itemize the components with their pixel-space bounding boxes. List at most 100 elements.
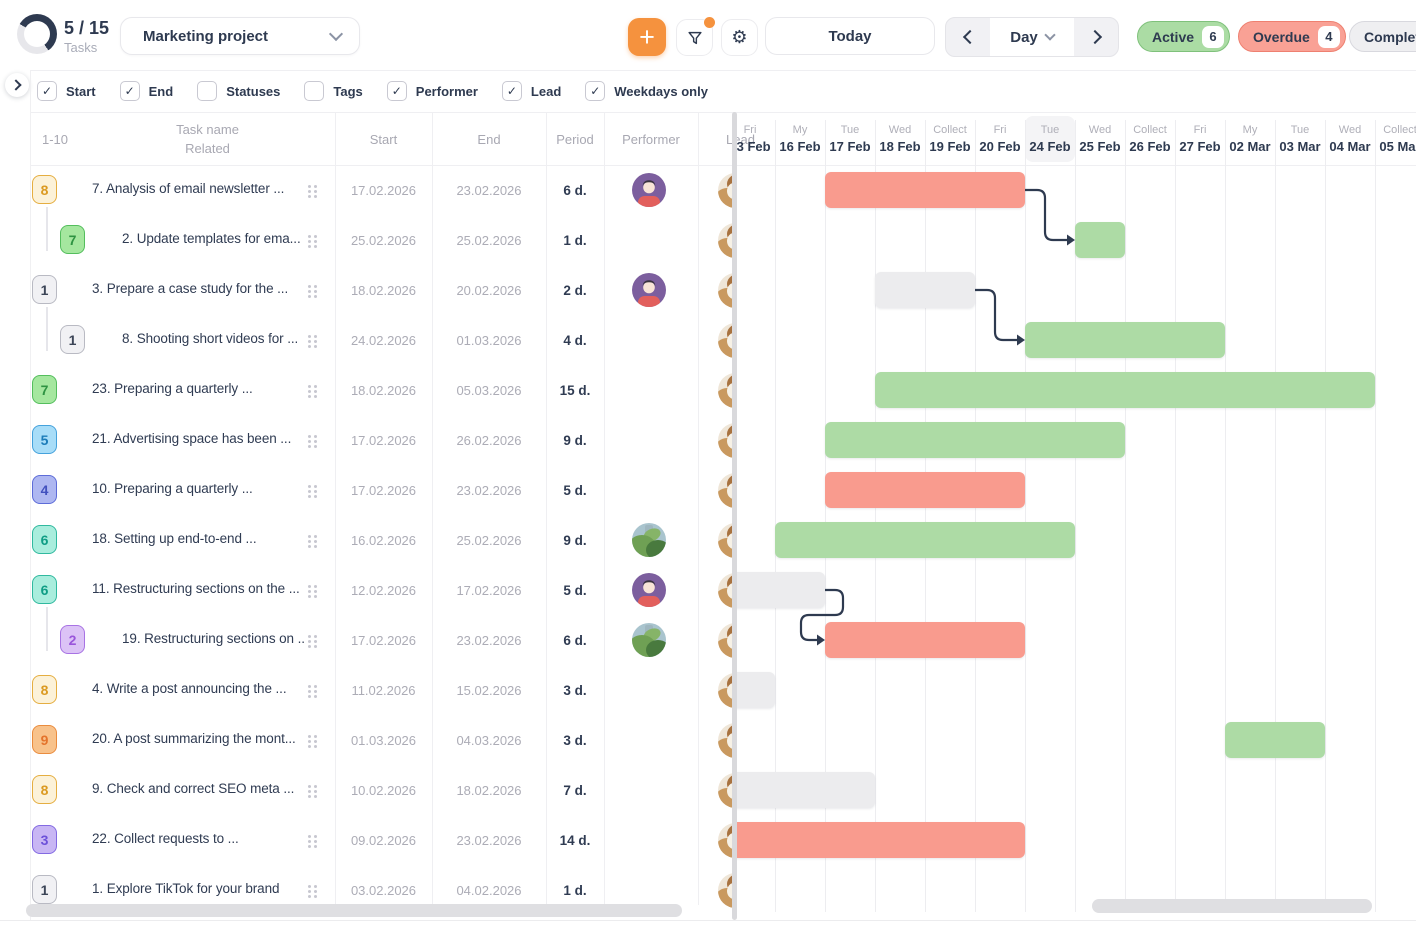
task-menu-button[interactable] bbox=[306, 783, 319, 800]
task-menu-button[interactable] bbox=[306, 533, 319, 550]
task-name[interactable]: 2. Update templates for ema... bbox=[122, 231, 301, 246]
checkbox-icon bbox=[304, 81, 325, 101]
task-name[interactable]: 20. A post summarizing the mont... bbox=[92, 731, 296, 746]
table-horizontal-scrollbar[interactable] bbox=[26, 904, 682, 917]
status-filter-completed[interactable]: Completed bbox=[1349, 21, 1416, 52]
collapse-panel-button[interactable] bbox=[5, 73, 29, 97]
task-start-date: 25.02.2026 bbox=[350, 233, 417, 248]
today-button[interactable]: Today bbox=[765, 17, 935, 55]
task-menu-button[interactable] bbox=[306, 683, 319, 700]
filter-button[interactable] bbox=[676, 17, 715, 56]
performer-avatar bbox=[632, 173, 667, 208]
task-name[interactable]: 23. Preparing a quarterly ... bbox=[92, 381, 253, 396]
task-name[interactable]: 8. Shooting short videos for ... bbox=[122, 331, 299, 346]
grid-line bbox=[875, 120, 876, 912]
gantt-bar[interactable] bbox=[1225, 722, 1325, 758]
date-label: 27 Feb bbox=[1179, 139, 1221, 154]
lead-avatar bbox=[718, 873, 732, 908]
option-weekdays-checkbox[interactable]: Weekdays only bbox=[585, 81, 708, 101]
gantt-column-header: Fri 13 Feb bbox=[737, 112, 775, 165]
task-menu-button[interactable] bbox=[306, 583, 319, 600]
task-period: 1 d. bbox=[563, 883, 587, 898]
task-menu-button[interactable] bbox=[306, 283, 319, 300]
status-label: Overdue bbox=[1253, 28, 1310, 45]
task-number-badge: 9 bbox=[32, 725, 57, 754]
task-menu-button[interactable] bbox=[306, 733, 319, 750]
task-name[interactable]: 1. Explore TikTok for your brand bbox=[92, 881, 280, 896]
gantt-column-header: Collect 26 Feb bbox=[1125, 112, 1175, 165]
lead-avatar bbox=[718, 423, 732, 458]
task-start-date: 17.02.2026 bbox=[350, 433, 417, 448]
grid-line bbox=[775, 120, 776, 912]
gantt-horizontal-scrollbar[interactable] bbox=[1092, 899, 1372, 913]
task-end-date: 26.02.2026 bbox=[456, 433, 522, 448]
option-lead-checkbox[interactable]: Lead bbox=[501, 81, 561, 101]
task-menu-button[interactable] bbox=[306, 183, 319, 200]
start-column-header: Start bbox=[369, 132, 398, 147]
gantt-bar[interactable] bbox=[737, 672, 775, 708]
zoom-level-select[interactable]: Day bbox=[990, 18, 1074, 56]
gantt-bar[interactable] bbox=[1075, 222, 1125, 258]
gantt-bar[interactable] bbox=[737, 822, 1025, 858]
gantt-bar[interactable] bbox=[1025, 322, 1225, 358]
gantt-bar[interactable] bbox=[737, 772, 875, 808]
task-name[interactable]: 21. Advertising space has been ... bbox=[92, 431, 292, 446]
grid-line bbox=[825, 120, 826, 912]
task-name[interactable]: 19. Restructuring sections on ... bbox=[122, 631, 306, 646]
task-menu-button[interactable] bbox=[306, 483, 319, 500]
gantt-bar[interactable] bbox=[875, 272, 975, 308]
task-menu-button[interactable] bbox=[306, 333, 319, 350]
task-menu-button[interactable] bbox=[306, 883, 319, 900]
option-performer-checkbox[interactable]: Performer bbox=[386, 81, 478, 101]
gantt-bar[interactable] bbox=[737, 572, 825, 608]
task-name[interactable]: 7. Analysis of email newsletter ... bbox=[92, 181, 285, 196]
task-name[interactable]: 9. Check and correct SEO meta ... bbox=[92, 781, 295, 796]
gear-icon: ⚙ bbox=[731, 26, 748, 48]
task-number-badge: 1 bbox=[60, 325, 85, 354]
lead-avatar bbox=[718, 173, 732, 208]
chevron-right-icon bbox=[9, 79, 22, 91]
task-menu-button[interactable] bbox=[306, 383, 319, 400]
performer-avatar bbox=[632, 573, 667, 608]
option-statuses-checkbox[interactable]: Statuses bbox=[197, 81, 280, 101]
task-name[interactable]: 3. Prepare a case study for the ... bbox=[92, 281, 289, 296]
gantt-bar[interactable] bbox=[775, 522, 1075, 558]
settings-button[interactable]: ⚙ bbox=[721, 19, 758, 56]
status-filter-active[interactable]: Active 6 bbox=[1137, 21, 1231, 52]
checkbox-icon bbox=[119, 81, 140, 101]
task-start-date: 18.02.2026 bbox=[350, 283, 417, 298]
checkbox-icon bbox=[501, 81, 522, 101]
add-task-button[interactable]: + bbox=[628, 18, 666, 56]
task-start-date: 10.02.2026 bbox=[350, 783, 417, 798]
task-name[interactable]: 4. Write a post announcing the ... bbox=[92, 681, 287, 696]
gantt-bar[interactable] bbox=[825, 422, 1125, 458]
option-tags-checkbox[interactable]: Tags bbox=[304, 81, 363, 101]
date-label: 02 Mar bbox=[1229, 139, 1271, 154]
panel-splitter[interactable] bbox=[732, 112, 737, 920]
task-period: 4 d. bbox=[563, 333, 587, 348]
weekday-label: Wed bbox=[888, 124, 912, 136]
status-filter-overdue[interactable]: Overdue 4 bbox=[1238, 21, 1346, 52]
progress-ring bbox=[17, 14, 57, 54]
task-menu-button[interactable] bbox=[306, 233, 319, 250]
gantt-bar[interactable] bbox=[825, 472, 1025, 508]
task-menu-button[interactable] bbox=[306, 833, 319, 850]
option-start-checkbox[interactable]: Start bbox=[37, 81, 96, 101]
weekday-label: Wed bbox=[1338, 124, 1362, 136]
task-name[interactable]: 11. Restructuring sections on the ... bbox=[92, 581, 300, 596]
project-selector[interactable]: Marketing project bbox=[120, 17, 360, 55]
task-name[interactable]: 10. Preparing a quarterly ... bbox=[92, 481, 253, 496]
task-start-date: 17.02.2026 bbox=[350, 483, 417, 498]
task-menu-button[interactable] bbox=[306, 433, 319, 450]
task-menu-button[interactable] bbox=[306, 633, 319, 650]
gantt-bar[interactable] bbox=[875, 372, 1375, 408]
task-name[interactable]: 22. Collect requests to ... bbox=[92, 831, 239, 846]
next-period-button[interactable] bbox=[1074, 18, 1118, 56]
prev-period-button[interactable] bbox=[946, 18, 990, 56]
task-period: 2 d. bbox=[563, 283, 587, 298]
task-number-badge: 8 bbox=[32, 675, 57, 704]
option-end-checkbox[interactable]: End bbox=[119, 81, 173, 101]
gantt-bar[interactable] bbox=[825, 172, 1025, 208]
gantt-bar[interactable] bbox=[825, 622, 1025, 658]
task-name[interactable]: 18. Setting up end-to-end ... bbox=[92, 531, 257, 546]
